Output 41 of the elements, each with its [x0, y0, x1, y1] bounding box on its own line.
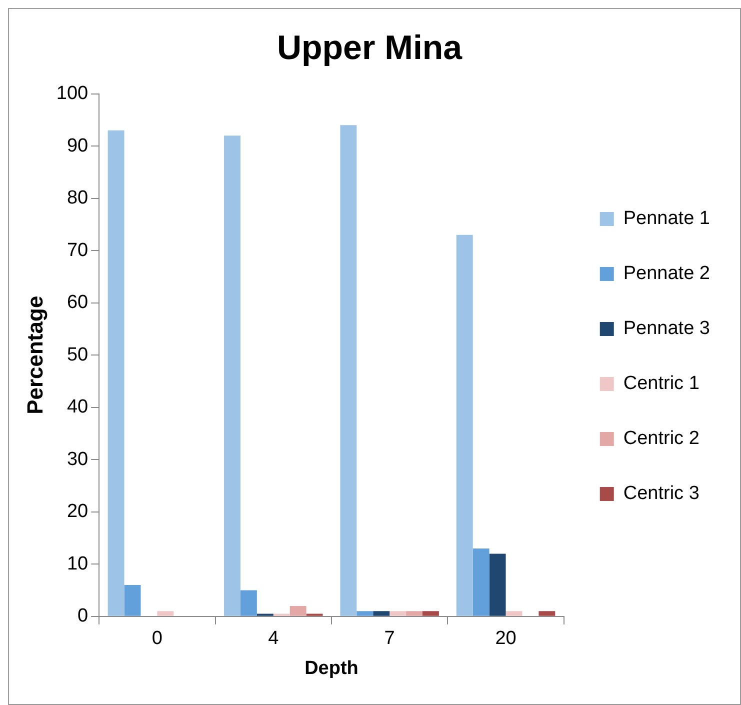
bar	[538, 611, 556, 616]
y-tick-label: 0	[78, 606, 88, 627]
y-tick-label: 50	[66, 344, 88, 366]
bar	[422, 611, 439, 616]
x-tick-label: 7	[384, 628, 395, 650]
bar	[108, 130, 124, 616]
bar	[373, 611, 390, 616]
x-tick-label: 0	[152, 628, 162, 650]
bar	[340, 125, 357, 616]
y-tick-label: 80	[66, 188, 88, 209]
y-tick-label: 60	[66, 292, 88, 314]
bar	[224, 136, 240, 616]
legend-label: Centric 1	[623, 373, 700, 394]
y-tick-label: 40	[66, 396, 88, 418]
y-tick-label: 100	[56, 83, 88, 104]
y-tick-label: 10	[66, 553, 88, 574]
y-tick-label: 90	[66, 135, 88, 156]
y-tick-label: 30	[66, 448, 88, 470]
x-tick-label: 4	[268, 628, 280, 650]
bar	[157, 611, 174, 616]
bar	[240, 590, 257, 616]
bar	[506, 611, 522, 616]
y-tick-label: 20	[66, 501, 88, 522]
chart-title: Upper Mina	[276, 28, 464, 67]
legend-label: Pennate 1	[623, 208, 710, 230]
bar	[489, 554, 506, 616]
bar	[406, 611, 422, 616]
legend-label: Pennate 2	[623, 263, 710, 284]
bar	[472, 548, 490, 616]
bar	[290, 606, 306, 616]
bar	[356, 611, 374, 616]
x-tick-label: 20	[495, 628, 516, 650]
bar	[456, 234, 473, 616]
bar	[390, 611, 406, 616]
y-axis-title: Percentage	[22, 296, 48, 414]
y-tick-label: 70	[66, 240, 88, 261]
bar	[124, 585, 141, 616]
legend-label: Centric 2	[623, 428, 700, 450]
x-axis-title: Depth	[304, 658, 358, 679]
legend-label: Centric 3	[623, 483, 700, 504]
legend-label: Pennate 3	[623, 318, 710, 340]
